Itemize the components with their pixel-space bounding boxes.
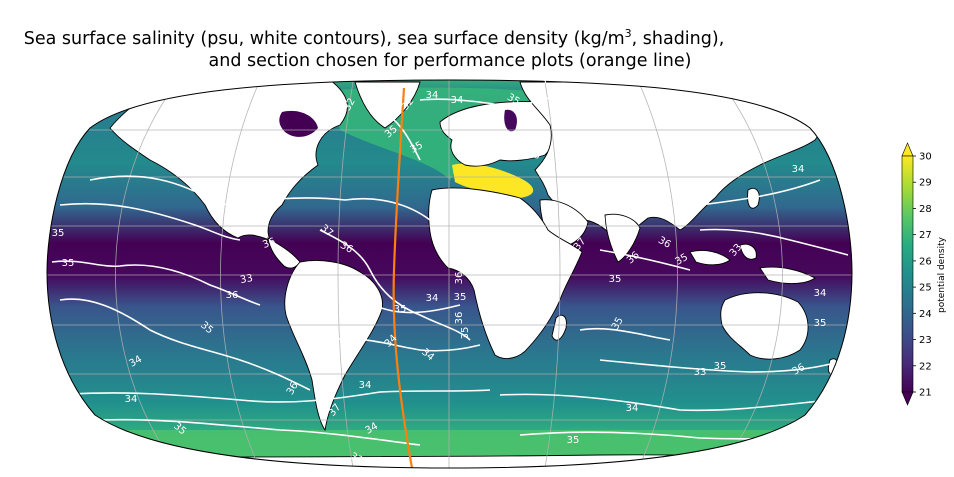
- contour-label: 35: [394, 304, 407, 315]
- contour-label: 35: [62, 258, 75, 269]
- contour-label: 34: [792, 164, 805, 175]
- contour-label: 34: [426, 90, 439, 101]
- contour-label: 36: [454, 272, 465, 285]
- contour-label: 34: [125, 394, 138, 405]
- contour-label: 34: [451, 95, 464, 106]
- contour-label: 35: [814, 318, 827, 329]
- colorbar-tick-label: 25: [919, 283, 932, 294]
- philippines: [739, 243, 757, 260]
- colorbar-tick-label: 26: [919, 256, 932, 267]
- title-line-2: and section chosen for performance plots…: [208, 51, 692, 71]
- colorbar-tick-label: 23: [919, 335, 932, 346]
- map-outline: [46, 79, 853, 469]
- contour-label: 36: [261, 236, 277, 251]
- contour-label: 35: [52, 228, 65, 239]
- contour-label: 35: [609, 274, 622, 285]
- colorbar-label: potential density: [937, 236, 947, 313]
- hudson-bay: [279, 110, 318, 137]
- colorbar-tick-label: 24: [919, 309, 932, 320]
- central-america: [267, 237, 301, 269]
- contour-label: 35: [714, 361, 727, 372]
- figure-title: Sea surface salinity (psu, white contour…: [0, 28, 760, 72]
- colorbar-tick-label: 22: [919, 361, 932, 372]
- colorbar: 21 22 23 24 25 26 27 28 29 30 potential density: [901, 142, 947, 406]
- section-line: [392, 87, 414, 468]
- contour-label: 35: [567, 435, 580, 446]
- colorbar-tick-label: 28: [919, 204, 932, 215]
- contour-label: 34: [538, 78, 554, 93]
- contour-label: 35: [454, 292, 467, 303]
- colorbar-tick-label: 27: [919, 230, 932, 241]
- colorbar-extend-max: [901, 142, 914, 157]
- japan: [747, 187, 760, 209]
- africa: [428, 187, 583, 359]
- colorbar-ticks: 21 22 23 24 25 26 27 28 29 30: [913, 152, 932, 399]
- contour-label: 34: [814, 288, 827, 299]
- contour-label: 33: [526, 147, 542, 162]
- baltic-sea: [504, 109, 517, 132]
- europe: [439, 101, 557, 167]
- title-line-1: Sea surface salinity (psu, white contour…: [23, 27, 725, 49]
- graticule: [47, 80, 852, 468]
- borneo: [689, 249, 731, 266]
- colorbar-tick-label: 30: [919, 152, 932, 163]
- contour-label: 35: [460, 327, 471, 340]
- salinity-contours: [51, 94, 849, 446]
- map-body: [47, 80, 852, 468]
- contour-label: 36: [454, 312, 465, 325]
- colorbar-tick-label: 21: [919, 388, 932, 399]
- colorbar-extend-min: [901, 391, 914, 406]
- contour-label: 33: [516, 133, 529, 144]
- australia: [720, 292, 809, 360]
- contour-label: 36: [226, 290, 239, 301]
- contour-label: 33: [239, 273, 253, 286]
- contour-label: 34: [626, 403, 639, 414]
- antarctica: [47, 454, 852, 468]
- contour-label: 34: [426, 293, 439, 304]
- contour-label: 34: [359, 380, 372, 391]
- colorbar-tick-label: 29: [919, 178, 932, 189]
- contour-label: 33: [694, 367, 707, 378]
- mediterranean-shading: [452, 163, 534, 198]
- colorbar-bar: [901, 155, 914, 393]
